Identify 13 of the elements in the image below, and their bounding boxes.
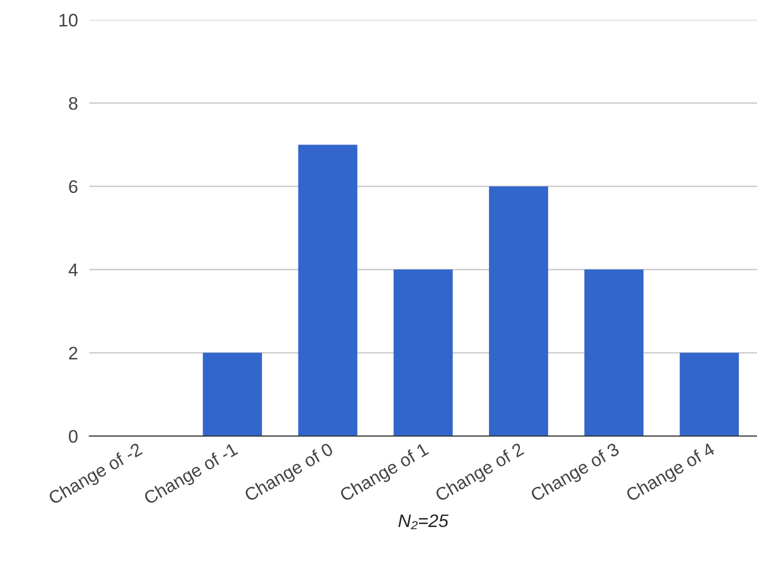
bar <box>202 352 262 436</box>
y-tick-label: 6 <box>69 180 78 194</box>
y-tick-label: 0 <box>68 430 78 443</box>
x-axis-title: N₂=25 <box>398 514 448 530</box>
y-tick-label: 10 <box>60 14 78 27</box>
bar <box>680 352 739 436</box>
bar <box>394 270 453 436</box>
bar <box>488 186 548 436</box>
y-tick-label: 4 <box>68 264 78 276</box>
bar <box>584 270 644 436</box>
y-tick-label: 2 <box>69 346 78 360</box>
y-tick-label: 8 <box>68 97 78 110</box>
bar <box>298 144 358 436</box>
